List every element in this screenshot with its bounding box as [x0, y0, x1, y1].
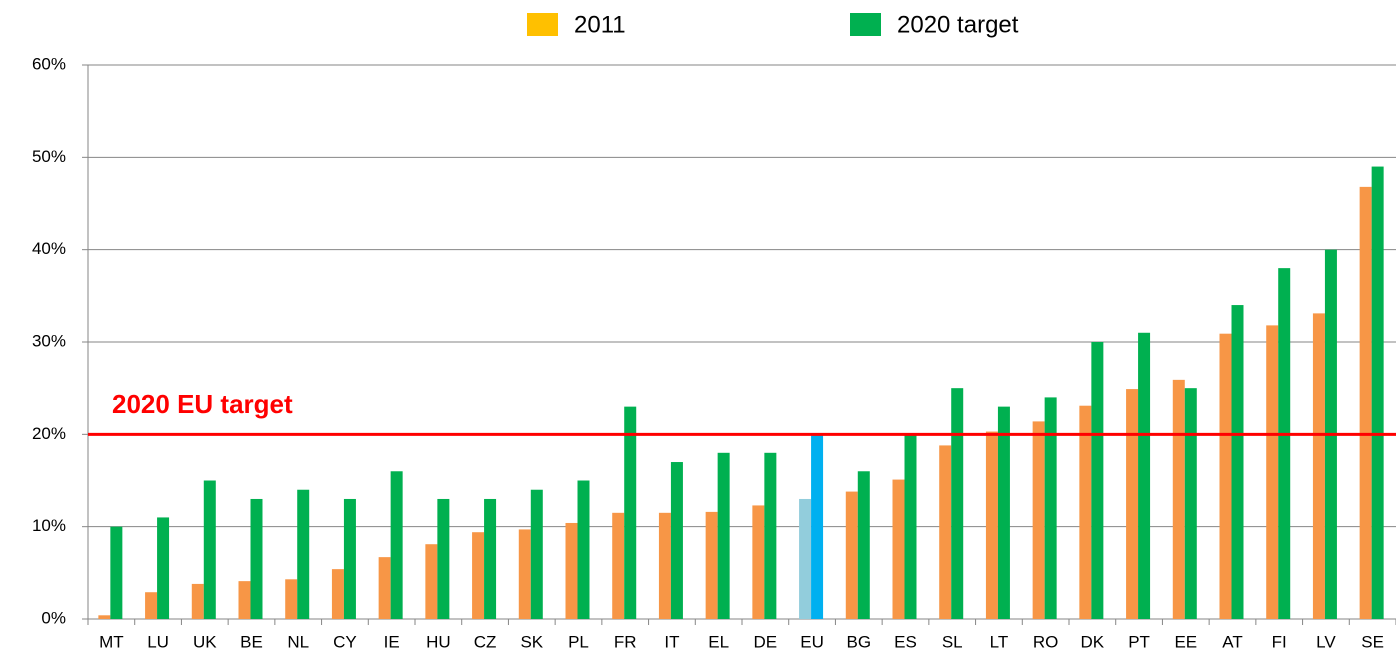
bar — [203, 480, 216, 619]
bar — [145, 592, 158, 619]
x-tick-label: EL — [708, 632, 729, 651]
bar — [390, 471, 403, 619]
bar — [799, 498, 812, 619]
bar — [717, 452, 730, 619]
bar — [425, 544, 438, 619]
x-tick-label: PT — [1128, 632, 1150, 651]
legend-swatch — [850, 13, 881, 36]
bar — [1091, 342, 1104, 619]
x-tick-label: SK — [520, 632, 543, 651]
x-tick-label: BE — [240, 632, 263, 651]
bar — [378, 557, 391, 619]
bar — [191, 583, 204, 619]
x-tick-label: HU — [426, 632, 451, 651]
bar — [939, 445, 952, 619]
bar — [157, 517, 170, 619]
bar — [1231, 305, 1244, 619]
bar — [1266, 325, 1279, 619]
x-tick-label: UK — [193, 632, 217, 651]
legend-label: 2020 target — [897, 11, 1019, 38]
x-tick-label: PL — [568, 632, 589, 651]
bar — [845, 491, 858, 619]
bar — [811, 434, 824, 619]
x-tick-label: FR — [614, 632, 637, 651]
annotation: 2020 EU target — [112, 389, 293, 419]
bar — [857, 471, 870, 619]
bar — [1278, 268, 1291, 619]
x-tick-label: SE — [1361, 632, 1384, 651]
y-tick-label: 20% — [32, 424, 66, 443]
bar — [98, 615, 111, 619]
bar — [1219, 333, 1232, 619]
x-tick-label: FI — [1272, 632, 1287, 651]
x-tick-label: CZ — [474, 632, 497, 651]
legend-label: 2011 — [574, 11, 626, 38]
x-tick-label: IT — [664, 632, 679, 651]
x-tick-label: ES — [894, 632, 917, 651]
y-tick-label: 60% — [32, 54, 66, 73]
x-tick-label: BG — [847, 632, 872, 651]
bar — [518, 529, 531, 619]
bar — [343, 498, 356, 619]
x-tick-label: LU — [147, 632, 169, 651]
y-tick-label: 10% — [32, 516, 66, 535]
bar — [297, 489, 310, 619]
bar — [764, 452, 777, 619]
bar — [951, 388, 964, 619]
bar — [1312, 313, 1325, 619]
x-tick-label: SL — [942, 632, 963, 651]
bar — [612, 512, 625, 619]
x-tick-label: MT — [99, 632, 124, 651]
x-tick-label: DE — [754, 632, 778, 651]
bar — [1079, 405, 1092, 619]
y-tick-label: 0% — [41, 608, 66, 627]
bar — [1138, 332, 1151, 619]
bar — [530, 489, 543, 619]
x-tick-label: IE — [384, 632, 400, 651]
bar — [1126, 389, 1139, 619]
x-tick-label: AT — [1222, 632, 1242, 651]
bar — [437, 498, 450, 619]
bar — [658, 512, 671, 619]
x-tick-label: EE — [1174, 632, 1197, 651]
x-tick-label: EU — [800, 632, 824, 651]
bar — [1359, 186, 1372, 619]
x-tick-label: DK — [1081, 632, 1105, 651]
bar — [1032, 421, 1045, 619]
y-tick-label: 30% — [32, 331, 66, 350]
bar — [1172, 379, 1185, 619]
bar — [705, 511, 718, 619]
bar — [250, 498, 263, 619]
bar — [285, 579, 298, 619]
x-tick-label: LV — [1316, 632, 1336, 651]
x-tick-label: RO — [1033, 632, 1059, 651]
x-tick-label: NL — [287, 632, 309, 651]
bar — [985, 431, 998, 619]
y-tick-label: 50% — [32, 147, 66, 166]
bar — [1184, 388, 1197, 619]
bar — [484, 498, 497, 619]
bar — [1044, 397, 1057, 619]
y-tick-label: 40% — [32, 239, 66, 258]
bar — [997, 406, 1010, 619]
bar — [892, 479, 905, 619]
bar — [752, 505, 765, 619]
bar — [904, 434, 917, 619]
bar — [577, 480, 590, 619]
bar — [110, 526, 123, 619]
x-tick-label: CY — [333, 632, 357, 651]
bar — [238, 581, 251, 619]
bar — [472, 532, 485, 619]
bar — [1371, 166, 1384, 620]
bar — [331, 569, 344, 619]
bar — [670, 462, 683, 619]
bar — [565, 522, 578, 619]
bar — [624, 406, 637, 619]
x-tick-label: LT — [990, 632, 1009, 651]
legend-swatch — [527, 13, 558, 36]
